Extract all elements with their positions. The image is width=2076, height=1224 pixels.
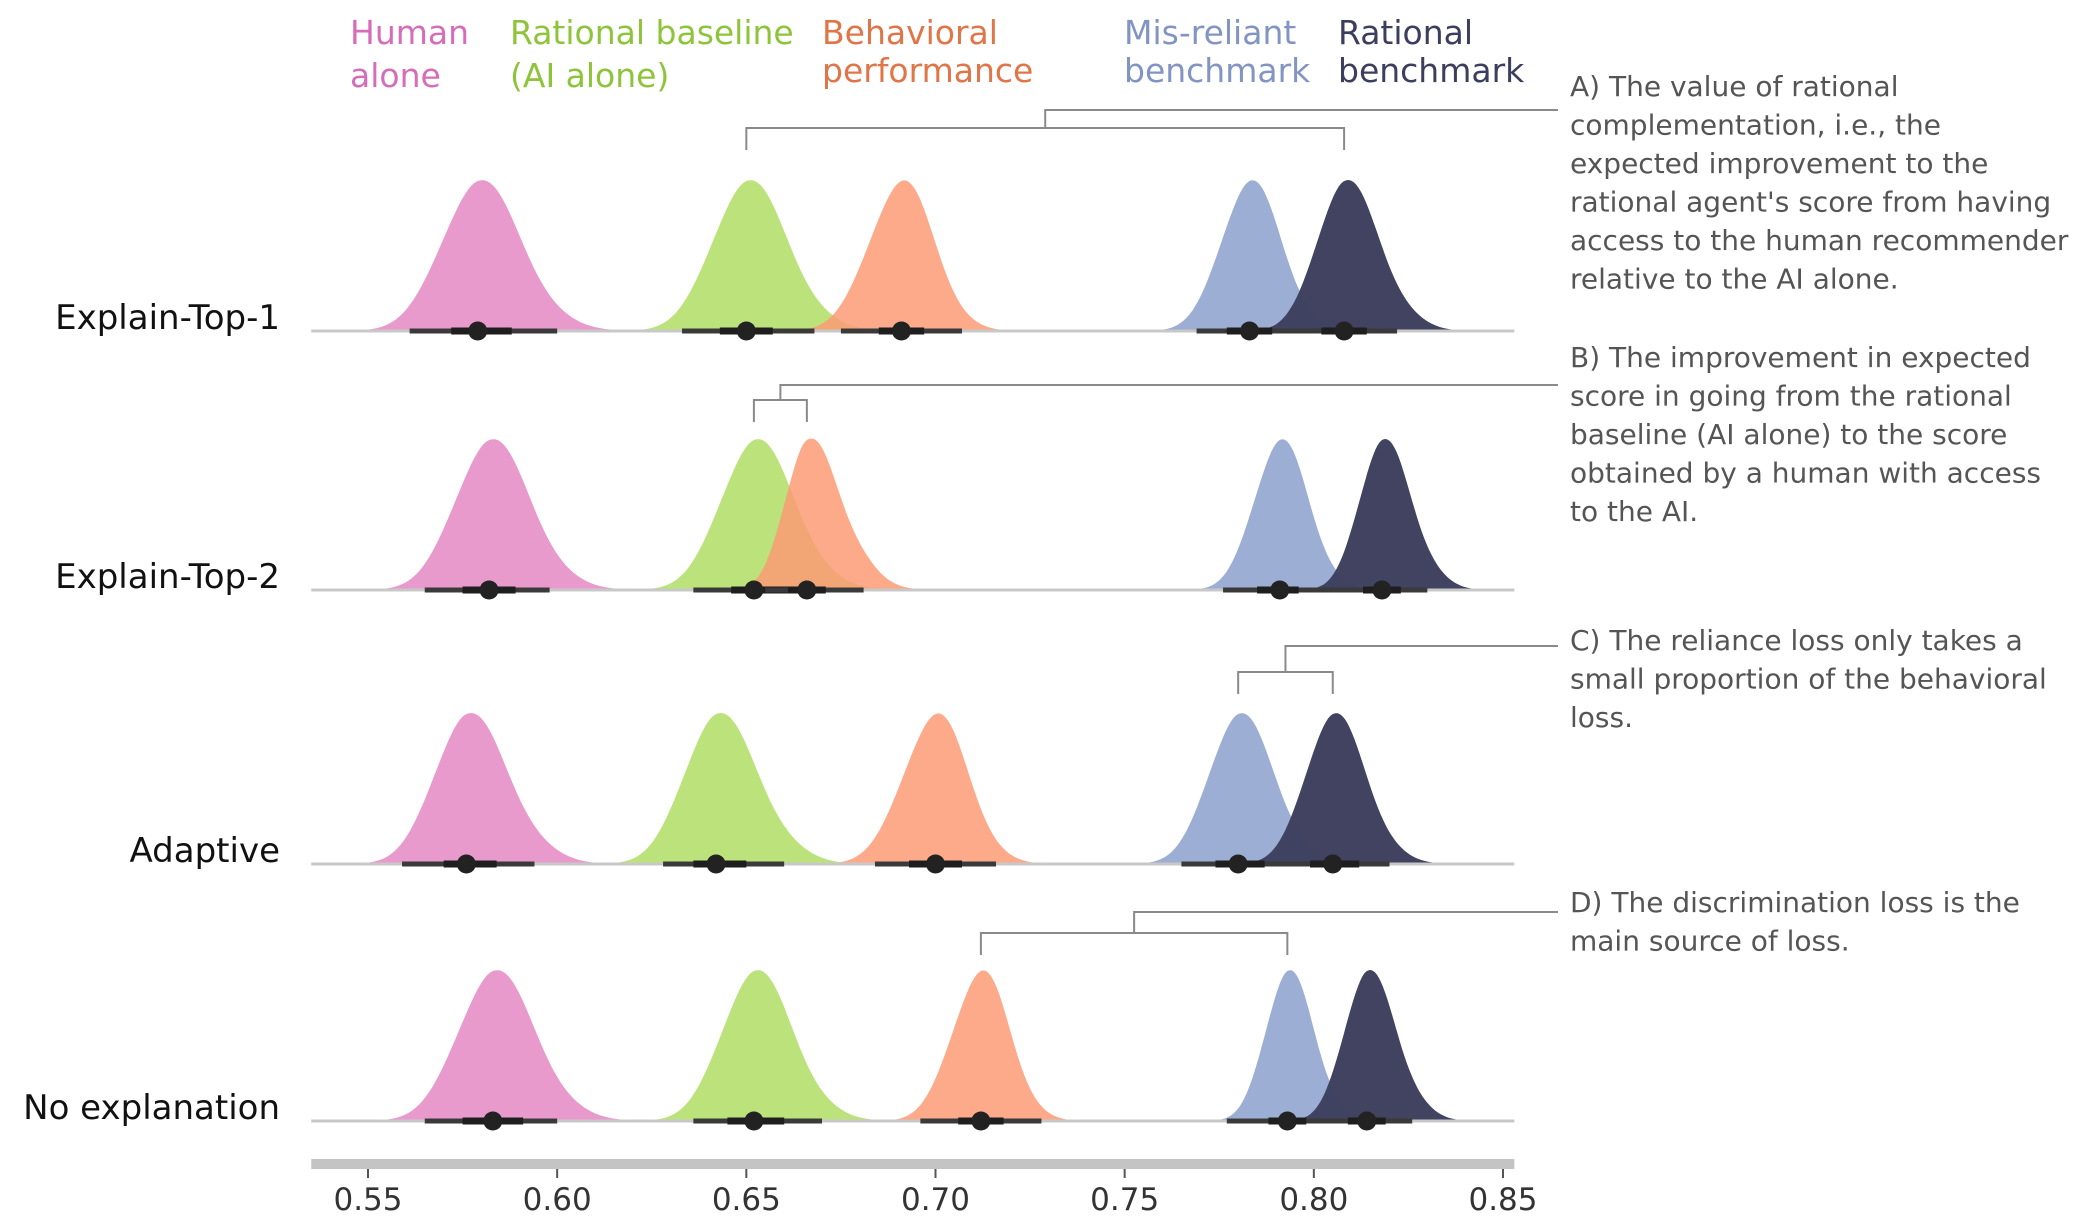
intervals-layer (402, 321, 1428, 1131)
annotation-A: expected improvement to the (1570, 147, 1988, 180)
x-tick-label: 0.60 (523, 1182, 592, 1218)
bracket-C (1237, 645, 1558, 694)
row-label: No explanation (23, 1088, 280, 1128)
legend-rational_baseline: (AI alone) (510, 56, 669, 95)
density-behavioral (819, 713, 1052, 864)
brackets-layer (745, 109, 1558, 955)
density-behavioral (878, 970, 1083, 1121)
density-rational_baseline (600, 713, 867, 864)
density-human (350, 713, 617, 864)
density-misreliant (1208, 970, 1383, 1121)
annotation-A: complementation, i.e., the (1570, 109, 1941, 142)
point-behavioral (926, 854, 945, 874)
density-rational_benchmark (1285, 970, 1473, 1121)
legend-behavioral: Behavioral (822, 13, 998, 52)
legend-misreliant: benchmark (1124, 51, 1311, 90)
x-tick-label: 0.85 (1468, 1182, 1537, 1218)
annotation-B: baseline (AI alone) to the score (1570, 418, 2007, 451)
legend-behavioral: performance (822, 51, 1033, 90)
x-tick-label: 0.80 (1279, 1182, 1348, 1218)
labels-layer: Explain-Top-1 Explain-Top-2 Adaptive No exp… (23, 298, 280, 1128)
point-misreliant (1277, 1111, 1297, 1131)
annotation-D: main source of loss. (1570, 925, 1850, 958)
annotation-C: small proportion of the behavioral (1570, 663, 2047, 696)
point-rational_benchmark (1372, 580, 1392, 600)
legend-rational_benchmark: benchmark (1338, 51, 1525, 90)
density-misreliant (1187, 439, 1382, 590)
density-human (348, 180, 633, 331)
annotation-B: obtained by a human with access (1570, 457, 2041, 490)
annotation-A: A) The value of rational (1570, 70, 1898, 103)
row-label: Explain-Top-2 (55, 557, 280, 597)
x-axis: 0.55 0.60 0.65 0.70 0.75 0.80 0.85 (311, 1159, 1538, 1218)
point-misreliant (1270, 580, 1290, 600)
point-rational_baseline (744, 1111, 764, 1131)
point-behavioral (971, 1111, 991, 1131)
annotation-B: score in going from the rational (1570, 380, 2012, 413)
legend-misreliant: Mis-reliant (1124, 13, 1296, 52)
legend-rational_baseline: Rational baseline (510, 13, 794, 52)
x-tick-label: 0.75 (1090, 1182, 1159, 1218)
point-rational_benchmark (1323, 854, 1343, 874)
point-human (456, 854, 476, 874)
legend-human: alone (350, 56, 441, 95)
annotations: A) The value of rational complementation,… (1570, 70, 2069, 958)
annotation-D: D) The discrimination loss is the (1570, 886, 2020, 919)
legend-human: Human (350, 13, 469, 52)
density-rational_benchmark (1234, 713, 1451, 864)
density-rational_benchmark (1246, 180, 1472, 331)
density-behavioral (727, 438, 934, 590)
row-label: Adaptive (130, 831, 280, 871)
x-tick-label: 0.70 (901, 1182, 970, 1218)
density-rational_baseline (634, 439, 898, 590)
point-human (479, 580, 499, 600)
point-human (483, 1111, 503, 1131)
bracket-A (745, 109, 1558, 150)
densities-layer (348, 180, 1489, 1121)
point-human (468, 321, 488, 341)
annotation-A: access to the human recommender (1570, 224, 2069, 257)
point-rational_baseline (706, 854, 726, 874)
legend-rational_benchmark: Rational (1338, 13, 1473, 52)
bracket-D (979, 911, 1558, 955)
density-rational_baseline (638, 970, 893, 1121)
bracket-B (752, 384, 1558, 422)
annotation-A: relative to the AI alone. (1570, 263, 1899, 296)
density-misreliant (1147, 180, 1362, 331)
point-rational_baseline (736, 321, 756, 341)
point-misreliant (1228, 854, 1248, 874)
x-tick-label: 0.55 (333, 1182, 402, 1218)
density-rational_baseline (623, 180, 894, 331)
row-label: Explain-Top-1 (55, 298, 280, 338)
x-tick-label: 0.65 (712, 1182, 781, 1218)
point-rational_baseline (744, 580, 764, 600)
density-human (367, 970, 644, 1121)
point-behavioral (797, 580, 817, 600)
point-rational_benchmark (1357, 1111, 1377, 1131)
annotation-A: rational agent's score from having (1570, 186, 2051, 219)
density-rational_benchmark (1300, 439, 1489, 590)
annotation-C: C) The reliance loss only takes a (1570, 624, 2023, 657)
density-misreliant (1131, 713, 1366, 864)
annotation-C: loss. (1570, 701, 1633, 734)
annotation-B: B) The improvement in expected (1570, 341, 2031, 374)
legend: Human alone Rational baseline (AI alone) Beh… (350, 13, 1525, 95)
annotation-B: to the AI. (1570, 495, 1698, 528)
point-rational_benchmark (1334, 321, 1354, 341)
point-behavioral (891, 321, 911, 341)
density-human (366, 439, 637, 590)
density-behavioral (785, 180, 1018, 331)
point-misreliant (1240, 321, 1260, 341)
